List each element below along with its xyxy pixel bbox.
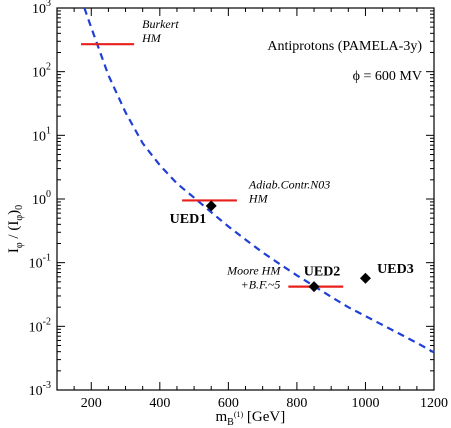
y-axis-title: Iφ / (Iφ)0 bbox=[6, 205, 25, 253]
x-tick-label: 1200 bbox=[420, 396, 448, 411]
x-axis-title-main: m bbox=[216, 409, 228, 425]
y-tick-label: 102 bbox=[32, 62, 51, 81]
y-tick-label: 100 bbox=[32, 189, 51, 208]
y-axis-title-c: ) bbox=[6, 210, 22, 215]
x-axis-title-sub: B bbox=[227, 417, 234, 428]
point-label: UED1 bbox=[170, 212, 207, 227]
x-tick-label: 1000 bbox=[351, 396, 379, 411]
x-axis-title-unit: [GeV] bbox=[243, 409, 285, 425]
point-label: UED3 bbox=[377, 262, 414, 277]
plot-frame bbox=[56, 7, 435, 391]
y-tick-label: 101 bbox=[32, 125, 51, 144]
point-marker bbox=[205, 200, 217, 212]
x-tick-label: 400 bbox=[149, 396, 170, 411]
y-tick-label: 10-3 bbox=[29, 380, 51, 399]
x-axis-title: mB(1) [GeV] bbox=[216, 409, 286, 428]
y-axis-title-b: / (I bbox=[6, 221, 22, 243]
y-tick-label: 10-1 bbox=[29, 253, 51, 272]
y-axis-title-b-sub: φ bbox=[14, 215, 25, 221]
x-tick-labels: 200 400 600 800 1000 1200 bbox=[81, 396, 448, 411]
limit-label-line-2: +B.F.~5 bbox=[241, 278, 281, 292]
point-label: UED2 bbox=[304, 265, 341, 280]
x-axis-title-sup: (1) bbox=[234, 410, 244, 419]
y-tick-labels: 10-3 10-2 10-1 100 101 102 103 bbox=[29, 0, 51, 399]
limit-label-line-2: HM bbox=[248, 191, 269, 205]
legend-line-2: ϕ = 600 MV bbox=[353, 69, 422, 84]
limit-label-line-2: HM bbox=[141, 31, 162, 45]
y-axis-title-a: I bbox=[6, 248, 22, 253]
point-marker bbox=[359, 272, 371, 284]
x-tick-label: 600 bbox=[218, 396, 239, 411]
x-tick-label: 800 bbox=[286, 396, 307, 411]
legend-line-1: Antiprotons (PAMELA-3y) bbox=[267, 39, 422, 54]
y-axis-title-a-sub: φ bbox=[14, 242, 25, 248]
limit-label-line-1: Burkert bbox=[142, 17, 179, 31]
y-axis-title-c-sub: 0 bbox=[14, 205, 25, 210]
y-tick-label: 10-2 bbox=[29, 316, 51, 335]
limit-label-line-1: Adiab.Contr.N03 bbox=[248, 177, 330, 191]
y-tick-label: 103 bbox=[32, 0, 51, 17]
ued-points: UED1 UED2 UED3 bbox=[170, 200, 414, 293]
limit-label-line-1: Moore HM bbox=[226, 264, 281, 278]
point-marker bbox=[308, 281, 320, 293]
x-tick-label: 200 bbox=[81, 396, 102, 411]
axis-ticks bbox=[56, 7, 435, 391]
